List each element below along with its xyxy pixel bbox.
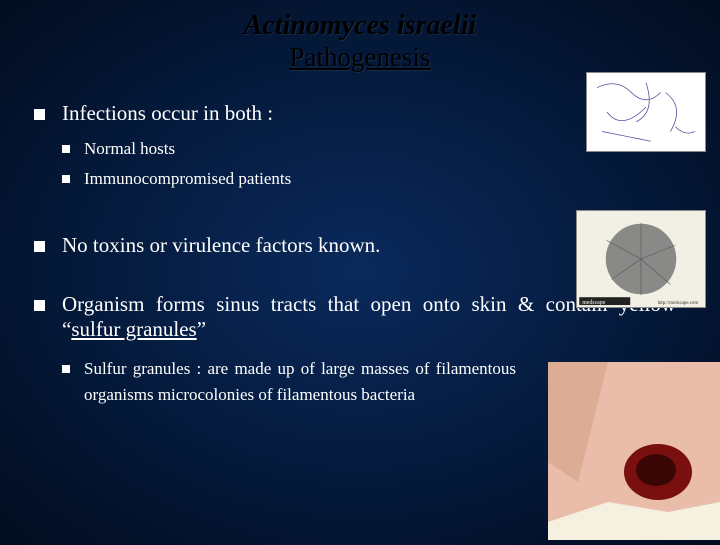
svg-text:medscape: medscape bbox=[582, 300, 605, 306]
sub-bullet-text: Normal hosts bbox=[84, 139, 175, 158]
sub-bullet-text: Sulfur granules : are made up of large m… bbox=[84, 359, 516, 404]
bullet-text: Infections occur in both : bbox=[62, 101, 273, 125]
image-micrograph-stain bbox=[586, 72, 706, 152]
sub-bullet-text: Immunocompromised patients bbox=[84, 169, 291, 188]
title-block: Actinomyces israelii Pathogenesis bbox=[0, 10, 720, 73]
bullet-text-post: ” bbox=[197, 317, 206, 341]
title-main: Actinomyces israelii bbox=[0, 10, 720, 42]
image-clinical-lesion-photo bbox=[548, 362, 720, 540]
svg-text:http://medscape.com: http://medscape.com bbox=[658, 301, 699, 306]
title-subtitle: Pathogenesis bbox=[0, 42, 720, 73]
bullet-text: No toxins or virulence factors known. bbox=[62, 233, 380, 257]
image-sulfur-granule-micrograph: medscape http://medscape.com bbox=[576, 210, 706, 308]
slide: Actinomyces israelii Pathogenesis Infect… bbox=[0, 0, 720, 540]
bullet-text-underline: sulfur granules bbox=[71, 317, 196, 341]
sub-bullet-item: Immunocompromised patients bbox=[62, 166, 686, 192]
